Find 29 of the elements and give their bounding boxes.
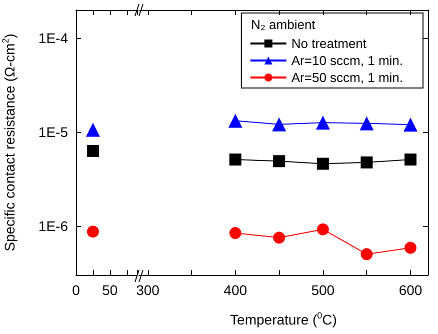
legend-label: Ar=10 sccm, 1 min. bbox=[291, 53, 404, 68]
point bbox=[316, 158, 329, 170]
legend-title: N₂ ambient bbox=[251, 17, 316, 32]
point bbox=[273, 155, 286, 168]
point bbox=[272, 117, 286, 132]
point bbox=[360, 156, 373, 168]
point bbox=[228, 114, 242, 128]
point bbox=[273, 232, 286, 244]
x-tick-label: 300 bbox=[136, 282, 160, 298]
x-tick-label: 0 bbox=[72, 282, 80, 298]
x-tick-label: 600 bbox=[398, 282, 422, 298]
x-tick-label: 50 bbox=[102, 282, 118, 298]
legend-label: No treatment bbox=[291, 36, 367, 51]
legend-label: Ar=50 sccm, 1 min. bbox=[291, 70, 404, 85]
y-tick-label: 1E-5 bbox=[38, 124, 68, 140]
point bbox=[229, 227, 242, 240]
x-tick-label: 500 bbox=[311, 282, 335, 298]
y-tick-label: 1E-4 bbox=[38, 30, 68, 46]
point bbox=[404, 242, 416, 254]
y-axis-title: Specific contact resistance (Ω-cm2) bbox=[0, 34, 18, 252]
point bbox=[316, 223, 329, 236]
x-tick-label: 400 bbox=[224, 282, 248, 298]
point bbox=[360, 116, 374, 130]
point bbox=[360, 248, 373, 260]
point bbox=[316, 116, 330, 130]
point bbox=[404, 154, 416, 166]
point bbox=[403, 118, 418, 132]
y-tick-label: 1E-6 bbox=[38, 218, 68, 234]
point bbox=[229, 154, 242, 166]
